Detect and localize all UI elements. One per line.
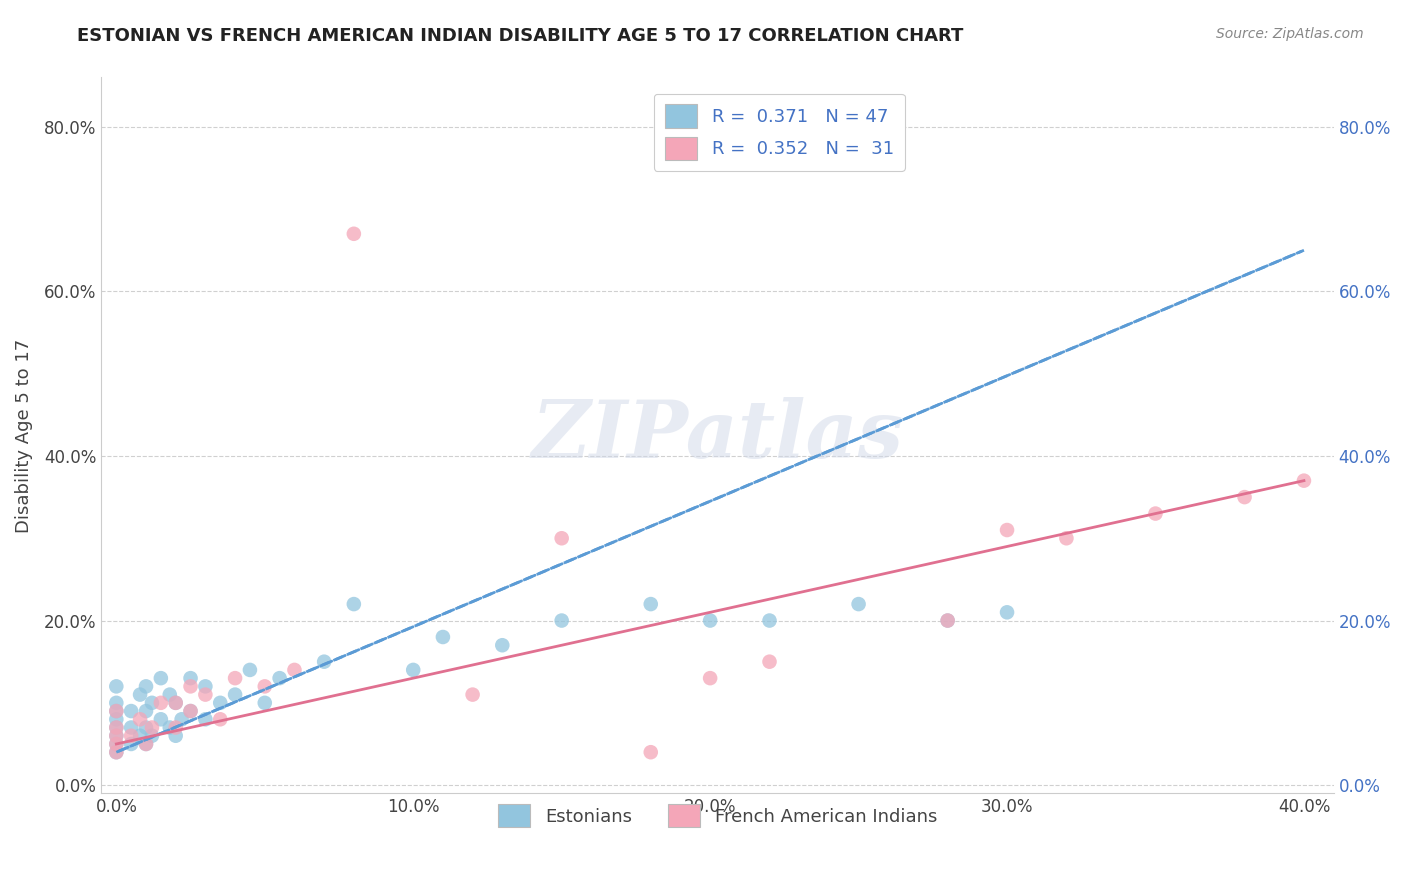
Point bbox=[550, 614, 572, 628]
Y-axis label: Disability Age 5 to 17: Disability Age 5 to 17 bbox=[15, 338, 32, 533]
Point bbox=[129, 712, 152, 726]
Point bbox=[180, 704, 202, 718]
Point bbox=[105, 712, 128, 726]
Point bbox=[120, 721, 142, 735]
Point bbox=[135, 737, 157, 751]
Point bbox=[129, 688, 152, 702]
Point bbox=[120, 729, 142, 743]
Point bbox=[135, 679, 157, 693]
Point bbox=[105, 721, 128, 735]
Point bbox=[159, 688, 181, 702]
Point bbox=[699, 671, 721, 685]
Point bbox=[135, 704, 157, 718]
Point bbox=[165, 696, 187, 710]
Point bbox=[253, 696, 276, 710]
Point bbox=[758, 655, 780, 669]
Point bbox=[239, 663, 262, 677]
Point bbox=[224, 671, 246, 685]
Point bbox=[165, 696, 187, 710]
Point bbox=[1233, 490, 1256, 504]
Point bbox=[224, 688, 246, 702]
Point bbox=[105, 721, 128, 735]
Text: ZIPatlas: ZIPatlas bbox=[531, 397, 904, 475]
Point bbox=[1144, 507, 1167, 521]
Point bbox=[283, 663, 305, 677]
Point bbox=[141, 729, 163, 743]
Point bbox=[209, 712, 232, 726]
Point bbox=[1054, 531, 1077, 545]
Point bbox=[209, 696, 232, 710]
Point bbox=[141, 696, 163, 710]
Point bbox=[105, 704, 128, 718]
Point bbox=[180, 704, 202, 718]
Point bbox=[105, 745, 128, 759]
Text: Source: ZipAtlas.com: Source: ZipAtlas.com bbox=[1216, 27, 1364, 41]
Point bbox=[402, 663, 425, 677]
Point bbox=[550, 531, 572, 545]
Point bbox=[180, 671, 202, 685]
Point bbox=[105, 737, 128, 751]
Point bbox=[170, 712, 193, 726]
Point bbox=[936, 614, 959, 628]
Point bbox=[758, 614, 780, 628]
Point bbox=[165, 721, 187, 735]
Point bbox=[699, 614, 721, 628]
Point bbox=[253, 679, 276, 693]
Point bbox=[141, 721, 163, 735]
Point bbox=[995, 605, 1018, 619]
Point bbox=[105, 679, 128, 693]
Point bbox=[105, 704, 128, 718]
Point bbox=[995, 523, 1018, 537]
Point bbox=[149, 712, 172, 726]
Point bbox=[105, 737, 128, 751]
Point bbox=[180, 679, 202, 693]
Point bbox=[105, 745, 128, 759]
Point bbox=[640, 745, 662, 759]
Point bbox=[432, 630, 454, 644]
Point bbox=[640, 597, 662, 611]
Point bbox=[343, 597, 366, 611]
Point bbox=[149, 671, 172, 685]
Point bbox=[120, 704, 142, 718]
Point bbox=[194, 712, 217, 726]
Point bbox=[129, 729, 152, 743]
Point bbox=[120, 737, 142, 751]
Point bbox=[194, 679, 217, 693]
Text: ESTONIAN VS FRENCH AMERICAN INDIAN DISABILITY AGE 5 TO 17 CORRELATION CHART: ESTONIAN VS FRENCH AMERICAN INDIAN DISAB… bbox=[77, 27, 963, 45]
Point bbox=[461, 688, 484, 702]
Legend: Estonians, French American Indians: Estonians, French American Indians bbox=[491, 797, 945, 834]
Point bbox=[105, 696, 128, 710]
Point bbox=[135, 737, 157, 751]
Point bbox=[135, 721, 157, 735]
Point bbox=[314, 655, 336, 669]
Point bbox=[491, 638, 513, 652]
Point bbox=[848, 597, 870, 611]
Point bbox=[194, 688, 217, 702]
Point bbox=[936, 614, 959, 628]
Point bbox=[343, 227, 366, 241]
Point bbox=[105, 729, 128, 743]
Point bbox=[159, 721, 181, 735]
Point bbox=[269, 671, 291, 685]
Point bbox=[1292, 474, 1315, 488]
Point bbox=[165, 729, 187, 743]
Point bbox=[105, 729, 128, 743]
Point bbox=[149, 696, 172, 710]
